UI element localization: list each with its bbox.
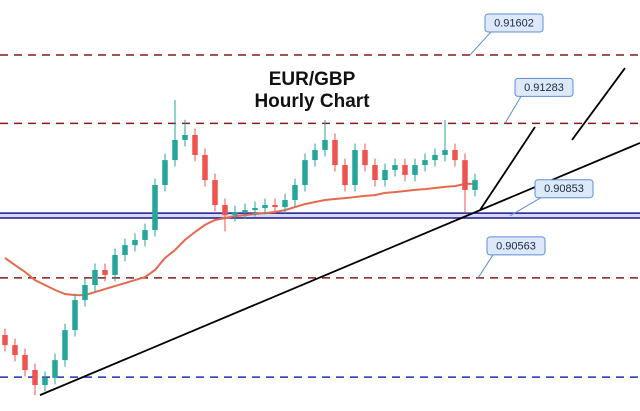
candle-body	[312, 150, 318, 161]
candle-body	[352, 150, 358, 186]
candle-body	[232, 212, 238, 216]
callout-arrow	[477, 254, 494, 279]
candle-body	[292, 185, 298, 201]
candle-body	[452, 150, 458, 161]
candle-body	[92, 269, 98, 286]
candle-body	[62, 330, 68, 361]
callout-label: 0.90853	[544, 183, 584, 195]
candle-body	[412, 165, 418, 175]
callout-box	[484, 13, 544, 33]
candle-body	[442, 150, 448, 155]
callout-box	[486, 236, 546, 256]
candle-body	[302, 160, 308, 186]
candle-body	[172, 139, 178, 161]
candle-body	[192, 134, 198, 155]
candle-body	[82, 285, 88, 301]
candle-body	[22, 354, 28, 371]
callout-arrow	[469, 31, 492, 56]
candle-body	[52, 360, 58, 378]
candle-body	[242, 210, 248, 213]
callout-box	[514, 77, 574, 97]
candle-body	[402, 165, 408, 175]
candle-body	[252, 207, 258, 211]
candle-body	[282, 200, 288, 208]
chart-title: EUR/GBP	[269, 69, 356, 90]
support-band	[0, 213, 640, 219]
candle-body	[432, 154, 438, 161]
candle-body	[162, 160, 168, 186]
trendline	[571, 67, 626, 141]
candle-body	[142, 230, 148, 240]
candle-body	[342, 165, 348, 186]
candle-body	[2, 335, 8, 346]
callout-label: 0.91602	[494, 17, 534, 29]
candle-body	[212, 180, 218, 205]
candle-body	[372, 165, 378, 181]
candle-body	[42, 377, 48, 386]
callout-label: 0.91283	[524, 82, 564, 94]
candle-body	[12, 345, 18, 355]
candle-body	[182, 134, 188, 140]
candle-body	[332, 139, 338, 166]
candle-body	[122, 245, 128, 255]
chart-subtitle: Hourly Chart	[254, 91, 370, 112]
candle-body	[72, 300, 78, 331]
callout-arrow	[509, 197, 542, 217]
callout-box	[534, 179, 594, 199]
callout-arrow	[504, 96, 522, 124]
candle-body	[152, 185, 158, 231]
candle-body	[362, 150, 368, 166]
candle-body	[222, 204, 228, 216]
candle-body	[382, 169, 388, 181]
candle-body	[272, 204, 278, 208]
candle-body	[112, 254, 118, 275]
candle-body	[262, 204, 268, 208]
candle-body	[472, 180, 478, 190]
candle-body	[322, 139, 328, 151]
candle-body	[32, 370, 38, 386]
candle-body	[132, 239, 138, 246]
trendline	[479, 126, 536, 211]
callout-label: 0.90563	[496, 240, 536, 252]
candle-body	[392, 165, 398, 170]
candle-body	[102, 269, 108, 275]
candle-body	[422, 160, 428, 166]
candle-body	[202, 154, 208, 181]
candle-body	[462, 160, 468, 190]
